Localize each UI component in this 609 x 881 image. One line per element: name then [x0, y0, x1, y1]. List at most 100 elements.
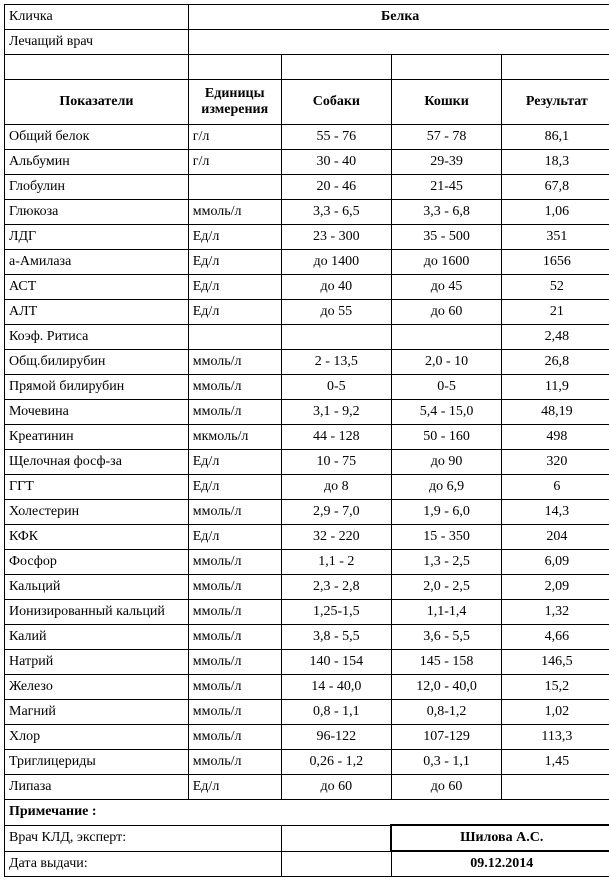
- cell-dogs: 44 - 128: [281, 425, 391, 450]
- cell-units: Ед/л: [188, 300, 281, 325]
- cell-cats: 15 - 350: [391, 525, 501, 550]
- cell-units: мкмоль/л: [188, 425, 281, 450]
- header-indicator: Показатели: [5, 80, 189, 125]
- table-row: ЛДГЕд/л23 - 30035 - 500351: [5, 225, 609, 250]
- cell-cats: 1,3 - 2,5: [391, 550, 501, 575]
- date-blank: [281, 851, 391, 877]
- cell-result: 2,48: [502, 325, 609, 350]
- cell-dogs: 3,3 - 6,5: [281, 200, 391, 225]
- date-row: Дата выдачи: 09.12.2014: [5, 851, 609, 877]
- doctor-blank-3: [391, 30, 501, 55]
- cell-units: ммоль/л: [188, 700, 281, 725]
- cell-label: Глобулин: [5, 175, 189, 200]
- cell-result: 498: [502, 425, 609, 450]
- data-body: Общий белокг/л55 - 7657 - 7886,1Альбумин…: [5, 125, 609, 800]
- cell-dogs: 20 - 46: [281, 175, 391, 200]
- cell-label: Натрий: [5, 650, 189, 675]
- cell-label: Железо: [5, 675, 189, 700]
- cell-dogs: 32 - 220: [281, 525, 391, 550]
- table-row: Общ.билирубинммоль/л2 - 13,52,0 - 1026,8: [5, 350, 609, 375]
- cell-units: Ед/л: [188, 250, 281, 275]
- cell-dogs: до 55: [281, 300, 391, 325]
- cell-cats: 12,0 - 40,0: [391, 675, 501, 700]
- cell-dogs: 140 - 154: [281, 650, 391, 675]
- cell-result: 351: [502, 225, 609, 250]
- cell-cats: 0,3 - 1,1: [391, 750, 501, 775]
- table-row: Щелочная фосф-заЕд/л10 - 75до 90320: [5, 450, 609, 475]
- cell-result: 1,06: [502, 200, 609, 225]
- cell-units: ммоль/л: [188, 750, 281, 775]
- spacer-5: [502, 55, 609, 80]
- lab-report-table: Кличка Белка Лечащий врач Показатели Еди…: [4, 4, 609, 877]
- table-row: Мочевинаммоль/л3,1 - 9,25,4 - 15,048,19: [5, 400, 609, 425]
- cell-result: 1,32: [502, 600, 609, 625]
- cell-units: Ед/л: [188, 225, 281, 250]
- cell-cats: [391, 325, 501, 350]
- cell-units: ммоль/л: [188, 575, 281, 600]
- header-units: Единицы измерения: [188, 80, 281, 125]
- cell-label: ГГТ: [5, 475, 189, 500]
- cell-dogs: 2 - 13,5: [281, 350, 391, 375]
- cell-dogs: до 60: [281, 775, 391, 800]
- table-row: АСТЕд/лдо 40до 4552: [5, 275, 609, 300]
- header-cats: Кошки: [391, 80, 501, 125]
- cell-result: 86,1: [502, 125, 609, 150]
- cell-label: Мочевина: [5, 400, 189, 425]
- table-row: ЛипазаЕд/лдо 60до 60: [5, 775, 609, 800]
- cell-result: 113,3: [502, 725, 609, 750]
- cell-units: ммоль/л: [188, 350, 281, 375]
- cell-cats: 35 - 500: [391, 225, 501, 250]
- table-row: Холестеринммоль/л2,9 - 7,01,9 - 6,014,3: [5, 500, 609, 525]
- cell-units: [188, 175, 281, 200]
- cell-dogs: [281, 325, 391, 350]
- expert-label: Врач КЛД, эксперт:: [5, 825, 282, 851]
- table-row: Хлорммоль/л96-122107-129113,3: [5, 725, 609, 750]
- cell-cats: 57 - 78: [391, 125, 501, 150]
- cell-label: Общ.билирубин: [5, 350, 189, 375]
- cell-units: ммоль/л: [188, 650, 281, 675]
- table-row: Альбуминг/л30 - 4029-3918,3: [5, 150, 609, 175]
- cell-label: Фосфор: [5, 550, 189, 575]
- cell-cats: 1,9 - 6,0: [391, 500, 501, 525]
- spacer-2: [188, 55, 281, 80]
- cell-dogs: 1,1 - 2: [281, 550, 391, 575]
- table-row: ГГТЕд/лдо 8до 6,96: [5, 475, 609, 500]
- cell-units: [188, 325, 281, 350]
- spacer-3: [281, 55, 391, 80]
- cell-result: 4,66: [502, 625, 609, 650]
- cell-units: ммоль/л: [188, 200, 281, 225]
- cell-cats: 3,6 - 5,5: [391, 625, 501, 650]
- cell-label: Хлор: [5, 725, 189, 750]
- cell-result: 6: [502, 475, 609, 500]
- cell-dogs: 3,1 - 9,2: [281, 400, 391, 425]
- cell-dogs: 23 - 300: [281, 225, 391, 250]
- cell-label: Коэф. Ритиса: [5, 325, 189, 350]
- cell-result: 14,3: [502, 500, 609, 525]
- cell-units: г/л: [188, 125, 281, 150]
- cell-result: [502, 775, 609, 800]
- table-row: Глобулин20 - 4621-4567,8: [5, 175, 609, 200]
- cell-units: ммоль/л: [188, 625, 281, 650]
- cell-dogs: 2,3 - 2,8: [281, 575, 391, 600]
- doctor-blank-1: [188, 30, 281, 55]
- cell-dogs: 10 - 75: [281, 450, 391, 475]
- cell-label: а-Амилаза: [5, 250, 189, 275]
- cell-label: Общий белок: [5, 125, 189, 150]
- cell-result: 1,45: [502, 750, 609, 775]
- table-row: Фосформмоль/л1,1 - 21,3 - 2,56,09: [5, 550, 609, 575]
- table-row: Калийммоль/л3,8 - 5,53,6 - 5,54,66: [5, 625, 609, 650]
- nickname-label: Кличка: [5, 5, 189, 30]
- cell-units: ммоль/л: [188, 400, 281, 425]
- cell-label: Магний: [5, 700, 189, 725]
- cell-dogs: 30 - 40: [281, 150, 391, 175]
- cell-units: ммоль/л: [188, 550, 281, 575]
- cell-label: КФК: [5, 525, 189, 550]
- nickname-row: Кличка Белка: [5, 5, 609, 30]
- cell-cats: 2,0 - 2,5: [391, 575, 501, 600]
- cell-cats: 21-45: [391, 175, 501, 200]
- cell-result: 6,09: [502, 550, 609, 575]
- cell-dogs: до 40: [281, 275, 391, 300]
- cell-cats: 0,8-1,2: [391, 700, 501, 725]
- cell-dogs: 1,25-1,5: [281, 600, 391, 625]
- date-label: Дата выдачи:: [5, 851, 282, 877]
